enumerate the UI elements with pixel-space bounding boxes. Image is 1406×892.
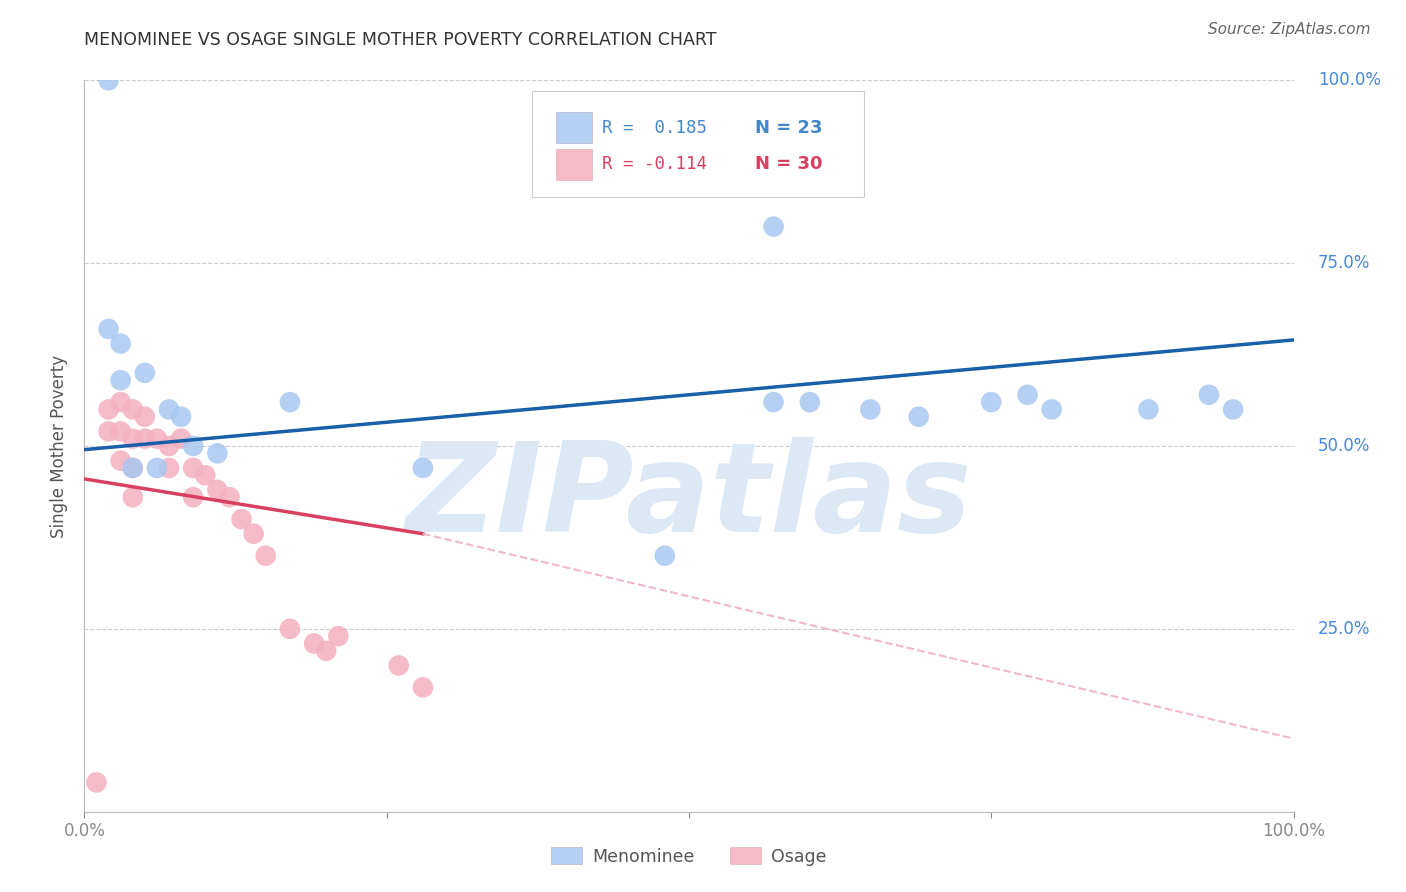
Point [278,622,301,636]
Text: R =  0.185: R = 0.185 [602,119,707,136]
Point [121,490,143,504]
Point [97,425,120,439]
Text: 100.0%: 100.0% [1317,71,1381,89]
Text: Source: ZipAtlas.com: Source: ZipAtlas.com [1208,22,1371,37]
Point [328,629,350,643]
Text: 50.0%: 50.0% [1317,437,1369,455]
Point [146,432,169,446]
Point [762,395,785,409]
Point [1198,388,1220,402]
Point [302,636,325,650]
Text: 25.0%: 25.0% [1317,620,1371,638]
Y-axis label: Single Mother Poverty: Single Mother Poverty [51,354,69,538]
Point [134,366,156,380]
Point [207,483,229,497]
Point [194,468,217,483]
Point [218,490,240,504]
Point [859,402,882,417]
Point [121,402,143,417]
Point [157,402,180,417]
Legend: Menominee, Osage: Menominee, Osage [544,840,834,872]
Text: 75.0%: 75.0% [1317,254,1369,272]
Point [134,432,156,446]
Text: ZIPatlas: ZIPatlas [406,437,972,558]
Point [157,439,180,453]
Point [1017,388,1039,402]
Point [121,461,143,475]
Text: N = 23: N = 23 [755,119,823,136]
Point [110,336,132,351]
Point [110,373,132,387]
Point [278,395,301,409]
Point [1222,402,1244,417]
Point [254,549,277,563]
Point [242,526,264,541]
Point [762,219,785,234]
Point [388,658,411,673]
Point [121,432,143,446]
Point [907,409,929,424]
Point [146,461,169,475]
Point [170,432,193,446]
FancyBboxPatch shape [531,91,865,197]
FancyBboxPatch shape [555,112,592,144]
Point [110,395,132,409]
Point [207,446,229,460]
Point [181,461,204,475]
Point [1137,402,1160,417]
Point [157,461,180,475]
Point [799,395,821,409]
Point [97,73,120,87]
Point [412,681,434,695]
Point [654,549,676,563]
Point [86,775,108,789]
Point [110,453,132,467]
Text: R = -0.114: R = -0.114 [602,155,707,173]
Point [97,322,120,336]
Point [231,512,253,526]
Point [110,425,132,439]
Point [170,409,193,424]
Point [181,490,204,504]
Point [980,395,1002,409]
Point [315,644,337,658]
FancyBboxPatch shape [555,149,592,180]
Point [1040,402,1063,417]
Point [412,461,434,475]
Point [121,461,143,475]
Text: MENOMINEE VS OSAGE SINGLE MOTHER POVERTY CORRELATION CHART: MENOMINEE VS OSAGE SINGLE MOTHER POVERTY… [84,31,717,49]
Point [97,402,120,417]
Point [181,439,204,453]
Text: N = 30: N = 30 [755,155,823,173]
Point [134,409,156,424]
